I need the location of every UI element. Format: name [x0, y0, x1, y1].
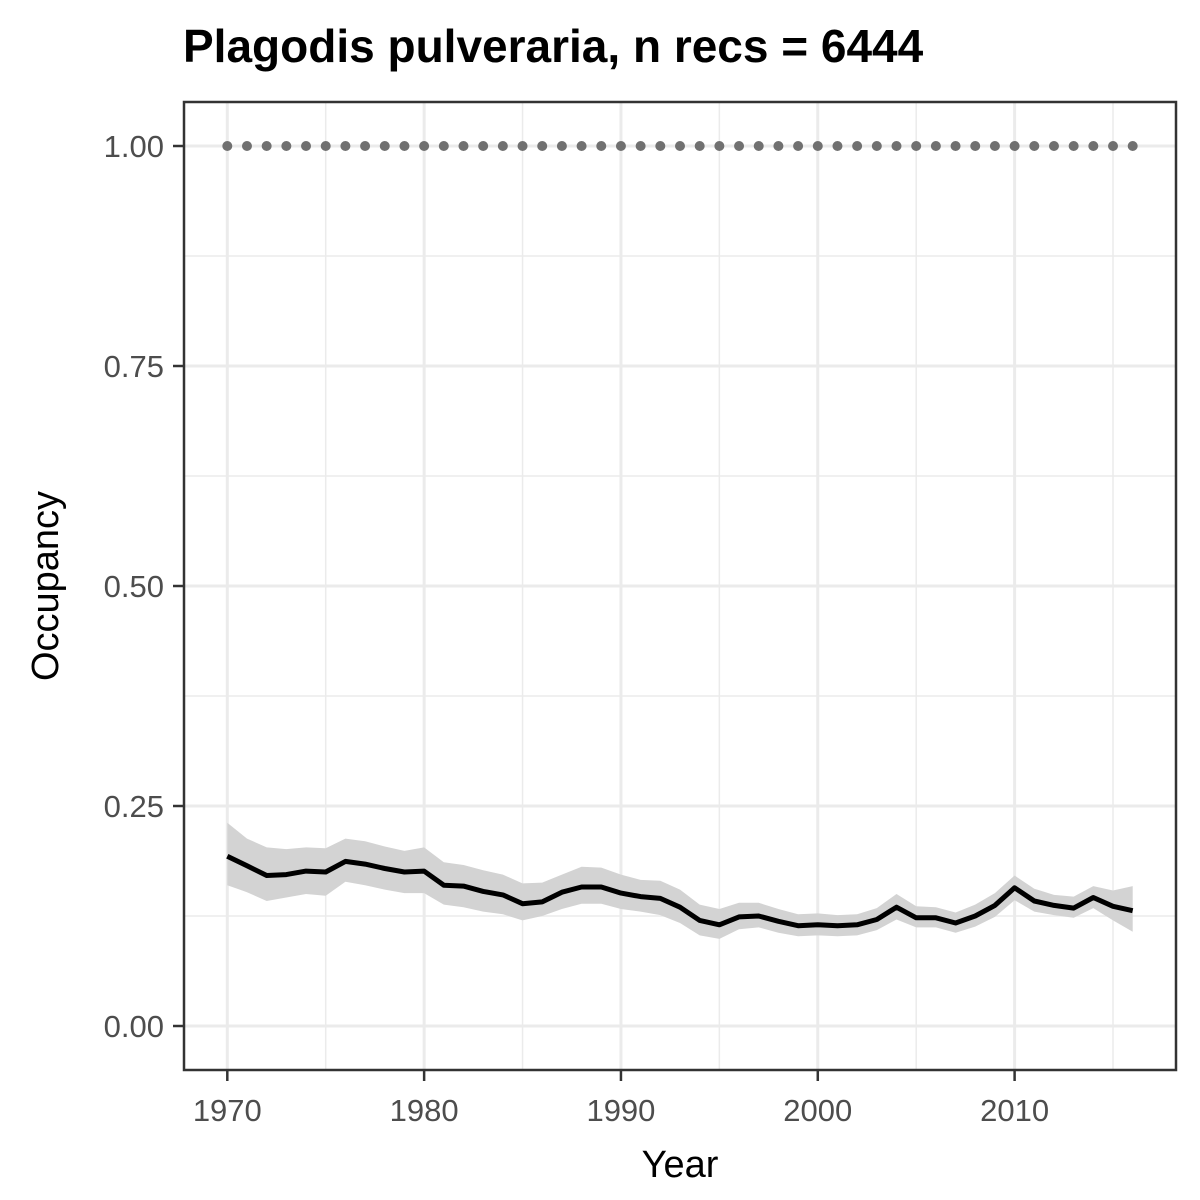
reference-point	[989, 141, 1000, 151]
reference-point	[891, 141, 902, 151]
reference-point	[635, 141, 646, 151]
reference-point	[478, 141, 489, 151]
reference-point	[930, 141, 941, 151]
reference-point	[458, 141, 469, 151]
mean-line-group	[226, 853, 1134, 929]
reference-point	[596, 141, 607, 151]
reference-point	[1127, 141, 1138, 151]
reference-point	[261, 141, 272, 151]
reference-point	[281, 141, 292, 151]
reference-point	[360, 141, 371, 151]
reference-point	[812, 141, 823, 151]
reference-point	[556, 141, 567, 151]
reference-point	[340, 141, 351, 151]
y-axis-title: Occupancy	[25, 491, 67, 681]
reference-point	[714, 141, 725, 151]
x-tick-label: 1990	[586, 1093, 655, 1128]
reference-point	[537, 141, 548, 151]
reference-point	[832, 141, 843, 151]
plot-panel	[182, 100, 1178, 1072]
reference-point	[222, 141, 233, 151]
reference-point	[576, 141, 587, 151]
reference-point	[911, 141, 922, 151]
reference-point	[675, 141, 685, 151]
confidence-band	[227, 822, 1133, 939]
reference-point	[753, 141, 764, 151]
reference-point	[1068, 141, 1079, 151]
reference-point	[517, 141, 528, 151]
y-tick-label: 0.75	[104, 349, 164, 384]
x-axis: 1970 1980 1990 2000 2010	[193, 1070, 1049, 1128]
reference-point	[950, 141, 961, 151]
confidence-band-group	[227, 822, 1133, 939]
reference-point	[1009, 141, 1020, 151]
reference-point	[1048, 141, 1059, 151]
reference-point	[419, 141, 430, 151]
x-tick-label: 2000	[783, 1093, 852, 1128]
reference-point	[241, 141, 252, 151]
y-axis: 0.00 0.25 0.50 0.75 1.00	[104, 129, 184, 1044]
chart-title: Plagodis pulveraria, n recs = 6444	[183, 20, 924, 72]
reference-point	[615, 141, 626, 151]
reference-point	[438, 141, 449, 151]
reference-points-group	[222, 141, 1138, 151]
reference-point	[301, 141, 312, 151]
reference-point	[399, 141, 410, 151]
reference-point	[852, 141, 863, 151]
x-axis-title: Year	[642, 1144, 719, 1186]
reference-point	[1029, 141, 1040, 151]
reference-point	[793, 141, 804, 151]
reference-point	[871, 141, 882, 151]
reference-point	[655, 141, 666, 151]
reference-point	[694, 141, 705, 151]
reference-point	[379, 141, 390, 151]
reference-point	[497, 141, 508, 151]
y-tick-label: 0.50	[104, 569, 164, 604]
x-tick-label: 1970	[193, 1093, 262, 1128]
y-tick-label: 0.25	[104, 789, 164, 824]
x-tick-label: 2010	[980, 1093, 1049, 1128]
reference-point	[734, 141, 745, 151]
y-tick-label: 1.00	[104, 129, 164, 164]
grid-lines	[184, 102, 1176, 1070]
reference-point	[773, 141, 784, 151]
reference-point	[970, 141, 981, 151]
reference-point	[320, 141, 331, 151]
reference-point	[1088, 141, 1099, 151]
y-tick-label: 0.00	[104, 1009, 164, 1044]
reference-point	[1108, 141, 1119, 151]
x-tick-label: 1980	[390, 1093, 459, 1128]
mean-occupancy-line	[226, 853, 1134, 929]
